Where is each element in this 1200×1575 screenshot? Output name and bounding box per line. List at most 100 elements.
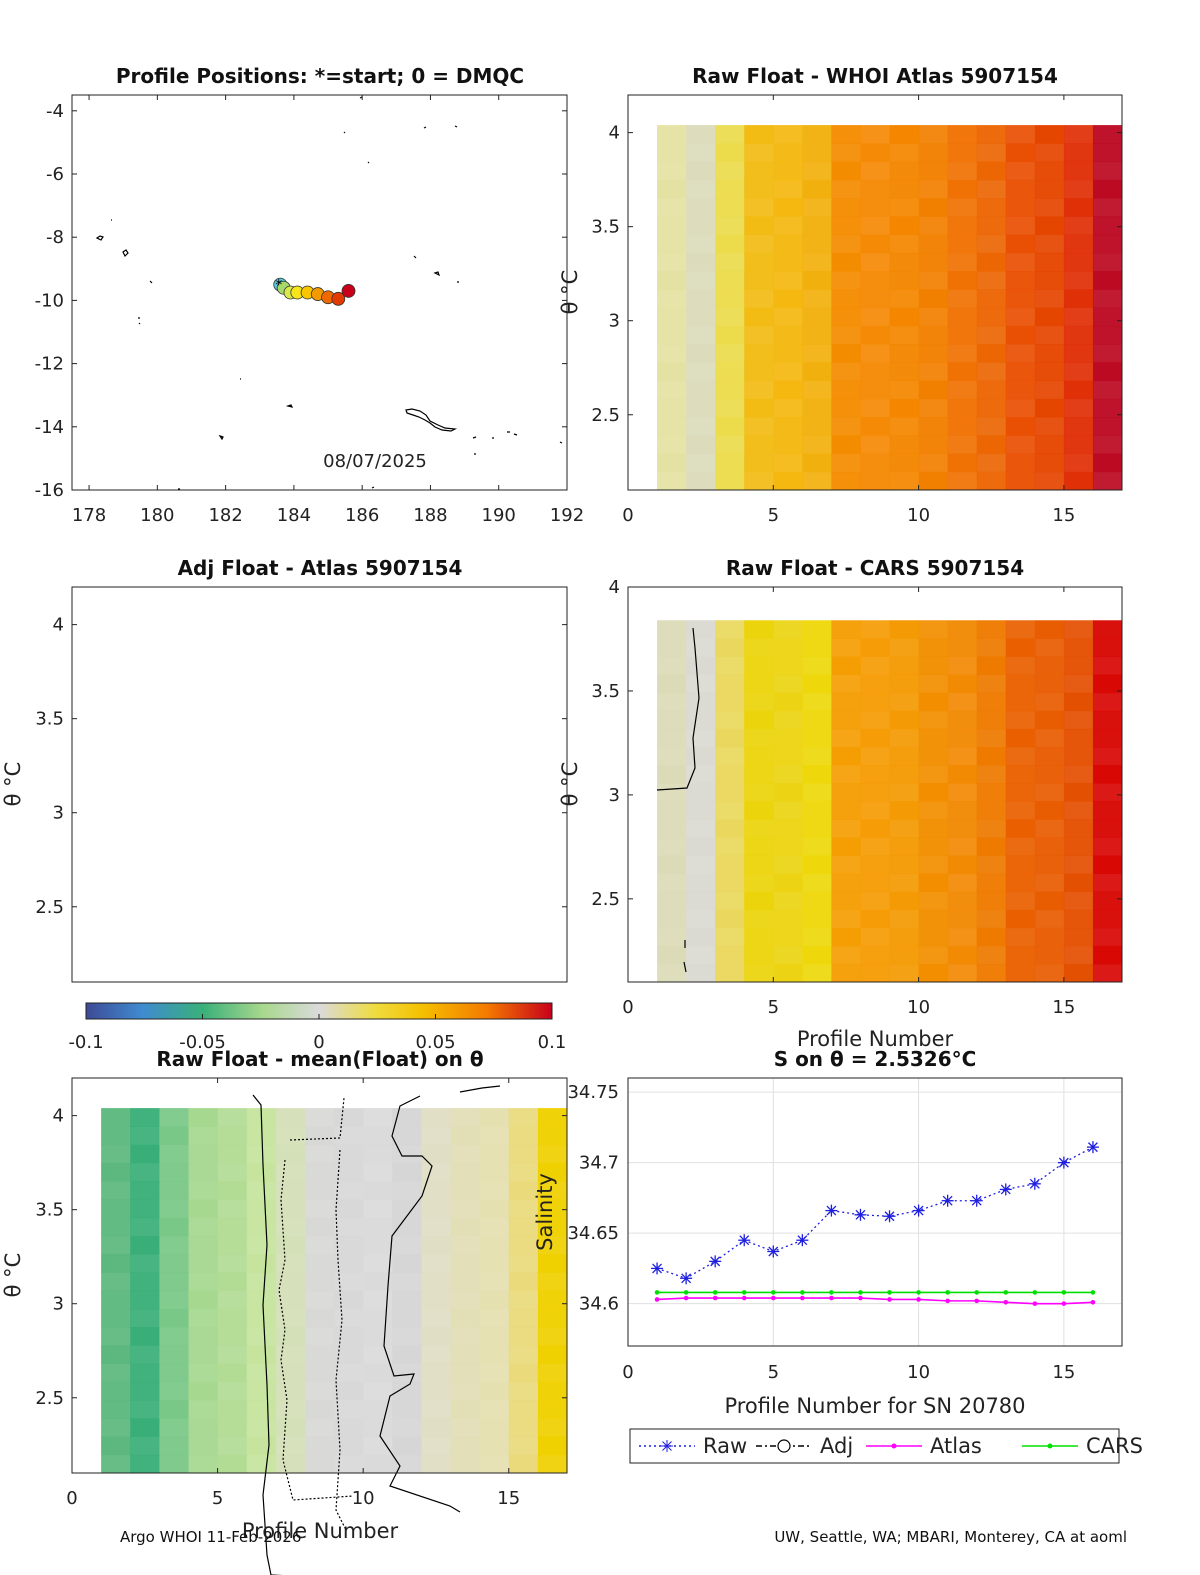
heatmap-cell [715, 746, 745, 766]
heatmap-cell [1092, 380, 1123, 400]
heatmap-cell [947, 620, 978, 639]
heatmap-cell [479, 1235, 510, 1255]
heatmap-cell [246, 1418, 277, 1438]
heatmap-cell [363, 1181, 393, 1200]
x-tick-label: 15 [497, 1488, 520, 1509]
map-date-annotation: 08/07/2025 [323, 451, 427, 472]
heatmap-cell [773, 234, 803, 254]
heatmap-cell [831, 216, 861, 236]
heatmap-cell [860, 252, 891, 272]
heatmap-cell [188, 1400, 219, 1419]
series-point-cars [974, 1290, 980, 1295]
heatmap-cell [831, 161, 861, 181]
x-tick-label: 5 [212, 1488, 223, 1509]
heatmap-cell [101, 1363, 131, 1383]
heatmap-cell [217, 1217, 248, 1237]
heatmap-cell [802, 471, 832, 491]
heatmap-cell [217, 1108, 248, 1127]
heatmap-cell [947, 656, 978, 676]
raw-cars-xlabel: Profile Number [797, 1027, 954, 1051]
heatmap-cell [1063, 801, 1094, 820]
heatmap-cell [392, 1418, 422, 1438]
heatmap-cell [1092, 362, 1123, 382]
y-tick-label: 4 [609, 123, 620, 144]
raw-marker [738, 1234, 751, 1247]
heatmap-cell [304, 1363, 335, 1383]
heatmap-cell [363, 1436, 393, 1456]
heatmap-cell [1034, 909, 1065, 929]
heatmap-cell [947, 927, 978, 947]
heatmap-cell [334, 1308, 364, 1328]
heatmap-cell [421, 1272, 452, 1292]
heatmap-cell [918, 125, 949, 144]
footer-right: UW, Seattle, WA; MBARI, Monterey, CA at … [774, 1528, 1127, 1546]
raw-cars-axes [627, 586, 1123, 983]
heatmap-cell [159, 1327, 189, 1346]
heatmap-cell [130, 1272, 160, 1292]
profile-position-marker [331, 291, 346, 306]
heatmap-cell [537, 1217, 568, 1237]
heatmap-cell [246, 1363, 277, 1383]
heatmap-cell [275, 1254, 306, 1273]
heatmap-cell [479, 1126, 510, 1146]
heatmap-cell [947, 746, 978, 766]
heatmap-cell [363, 1272, 393, 1292]
heatmap-cell [479, 1217, 510, 1237]
heatmap-cell [217, 1199, 248, 1219]
heatmap-cell [1063, 252, 1094, 272]
heatmap-cell [889, 179, 920, 199]
heatmap-cell [657, 963, 687, 983]
heatmap-cell [889, 927, 920, 947]
heatmap-cell [889, 783, 920, 802]
series-point-atlas [683, 1295, 689, 1301]
heatmap-cell [976, 471, 1007, 491]
heatmap-cell [304, 1126, 335, 1146]
heatmap-cell [479, 1400, 510, 1419]
heatmap-cell [744, 453, 774, 473]
heatmap-cell [188, 1327, 219, 1346]
heatmap-cell [715, 620, 745, 639]
heatmap-cell [188, 1290, 219, 1310]
heatmap-cell [860, 764, 891, 784]
colorbar-ticks: -0.1 -0.05 0 0.05 0.1 [68, 1014, 566, 1053]
heatmap-cell [947, 289, 978, 309]
heatmap-cell [479, 1418, 510, 1438]
heatmap-cell [831, 728, 861, 748]
legend-label: CARS [1086, 1434, 1143, 1458]
series-point-cars [829, 1290, 834, 1295]
heatmap-cell [976, 620, 1007, 639]
heatmap-cell [918, 837, 949, 856]
heatmap-cell [773, 252, 803, 272]
heatmap-cell [217, 1454, 248, 1474]
y-tick-label: -16 [35, 480, 64, 501]
heatmap-cell [392, 1272, 422, 1292]
heatmap-cell [275, 1199, 306, 1219]
heatmap-cell [188, 1126, 219, 1146]
heatmap-cell [537, 1144, 568, 1164]
heatmap-cell [744, 963, 774, 983]
heatmap-cell [1092, 746, 1123, 766]
heatmap-cell [217, 1126, 248, 1146]
heatmap-cell [686, 344, 716, 363]
heatmap-cell [479, 1363, 510, 1383]
heatmap-cell [918, 927, 949, 947]
heatmap-cell [889, 362, 920, 382]
heatmap-cell [1063, 198, 1094, 217]
heatmap-cell [686, 710, 716, 730]
heatmap-cell [686, 179, 716, 199]
heatmap-cell [686, 909, 716, 929]
series-point-cars [800, 1290, 805, 1295]
heatmap-cell [744, 710, 774, 730]
heatmap-cell [773, 417, 803, 436]
heatmap-cell [802, 380, 832, 400]
legend-entry-raw: Raw [639, 1434, 747, 1458]
heatmap-cell [1063, 453, 1094, 473]
heatmap-cell [275, 1308, 306, 1328]
heatmap-cell [744, 801, 774, 820]
heatmap-cell [188, 1454, 219, 1474]
heatmap-cell [101, 1254, 131, 1273]
heatmap-cell [159, 1217, 189, 1237]
heatmap-cell [1063, 362, 1094, 382]
heatmap-cell [1063, 656, 1094, 676]
heatmap-cell [304, 1272, 335, 1292]
